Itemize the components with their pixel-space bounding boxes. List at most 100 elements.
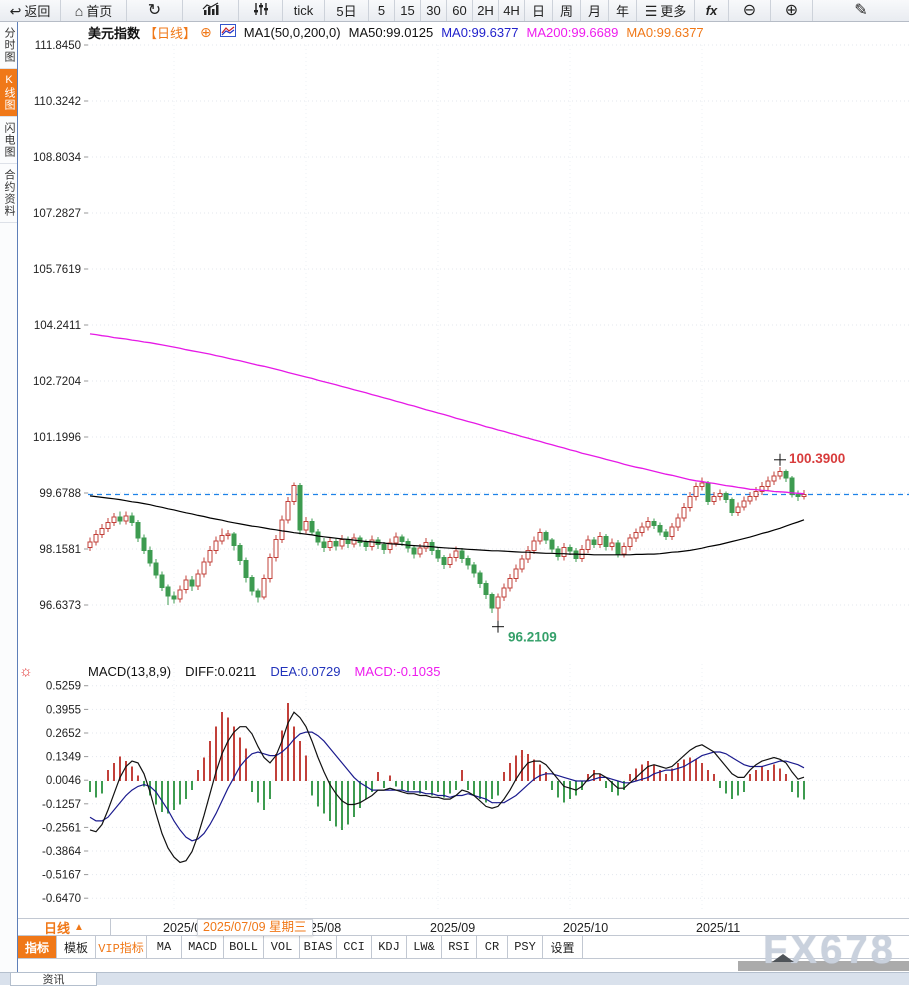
- kline-chart-icon: [202, 2, 220, 19]
- menu-icon: ☰: [644, 2, 658, 19]
- timeframe-week-button[interactable]: 周: [552, 0, 580, 21]
- xaxis-label-sep: 2025/09: [430, 921, 476, 935]
- svg-text:101.1996: 101.1996: [33, 432, 81, 444]
- xaxis-label-oct: 2025/10: [563, 921, 609, 935]
- formula-icon: fx: [705, 3, 718, 18]
- svg-text:0.3955: 0.3955: [46, 704, 81, 716]
- xaxis-row: 日线 ▲ 2025/07 2025/08 2025/09 2025/10 202…: [18, 918, 909, 936]
- timeframe-day-button[interactable]: 日: [524, 0, 552, 21]
- main-price-chart[interactable]: 111.8450 110.3242 108.8034 107.2827 105.7619…: [18, 40, 909, 662]
- svg-text:99.6788: 99.6788: [39, 488, 81, 500]
- svg-text:102.7204: 102.7204: [33, 376, 82, 388]
- indicator-sliders-button[interactable]: [238, 0, 282, 21]
- period-up-triangle-icon: ▲: [74, 922, 84, 933]
- chart-header: 美元指数 【日线】 ⊕ MA1(50,0,200,0) MA50:99.0125…: [88, 23, 704, 41]
- timeframe-30m-button[interactable]: 30: [420, 0, 446, 21]
- sidebar-item-kline-chart[interactable]: K线图: [0, 69, 17, 117]
- svg-text:105.7619: 105.7619: [33, 264, 81, 276]
- macd-diff-label: DIFF:0.0211: [185, 664, 257, 679]
- svg-text:111.8450: 111.8450: [35, 40, 81, 52]
- timeframe-tick-button[interactable]: tick: [282, 0, 324, 21]
- svg-text:0.2652: 0.2652: [46, 728, 81, 740]
- tab-macd[interactable]: MACD: [182, 936, 224, 958]
- more-button[interactable]: ☰ 更多: [636, 0, 694, 21]
- zoom-in-button[interactable]: ⊕: [770, 0, 812, 21]
- svg-text:0.0046: 0.0046: [46, 775, 81, 787]
- svg-text:108.8034: 108.8034: [33, 152, 82, 164]
- tab-cci[interactable]: CCI: [337, 936, 372, 958]
- macd-hist-label: MACD:-0.1035: [354, 664, 441, 679]
- svg-text:110.3242: 110.3242: [34, 96, 81, 108]
- tab-rsi[interactable]: RSI: [442, 936, 477, 958]
- svg-text:-0.1257: -0.1257: [42, 799, 81, 811]
- draw-pencil-icon: ✎: [854, 1, 868, 19]
- tab-vip-indicators[interactable]: VIP指标: [96, 936, 147, 958]
- ma200-value-label: MA200:99.6689: [526, 24, 619, 40]
- tab-cr[interactable]: CR: [477, 936, 508, 958]
- timeframe-month-button[interactable]: 月: [580, 0, 608, 21]
- timeframe-5d-button[interactable]: 5日: [324, 0, 368, 21]
- home-icon: ⌂: [74, 2, 84, 19]
- refresh-icon: ↻: [147, 1, 162, 19]
- svg-text:98.1581: 98.1581: [39, 544, 81, 556]
- timeframe-2h-button[interactable]: 2H: [472, 0, 498, 21]
- timeframe-60m-button[interactable]: 60: [446, 0, 472, 21]
- period-selector[interactable]: 日线 ▲: [18, 919, 111, 936]
- chart-type-button[interactable]: [182, 0, 238, 21]
- zoom-out-icon: ⊖: [742, 1, 757, 19]
- scrollbar-arrow: [772, 954, 794, 962]
- ma0-blue-value-label: MA0:99.6377: [441, 24, 519, 40]
- sidebar-item-contract-info[interactable]: 合约资料: [0, 164, 17, 223]
- tab-psy[interactable]: PSY: [508, 936, 543, 958]
- tab-settings[interactable]: 设置: [543, 936, 583, 958]
- mini-chart-icon[interactable]: [219, 24, 236, 40]
- draw-button[interactable]: ✎: [812, 0, 909, 21]
- svg-text:0.1349: 0.1349: [46, 752, 81, 764]
- tab-kdj[interactable]: KDJ: [372, 936, 407, 958]
- left-sidebar: 分时图 K线图 闪电图 合约资料: [0, 22, 18, 972]
- tab-indicators[interactable]: 指标: [18, 936, 57, 958]
- horizontal-scrollbar[interactable]: [738, 961, 909, 971]
- timeframe-4h-button[interactable]: 4H: [498, 0, 524, 21]
- refresh-button[interactable]: ↻: [126, 0, 182, 21]
- tab-lw[interactable]: LW&: [407, 936, 442, 958]
- timeframe-5m-button[interactable]: 5: [368, 0, 394, 21]
- xaxis-label-jul: 2025/07: [163, 921, 209, 935]
- svg-text:104.2411: 104.2411: [34, 320, 81, 332]
- add-compare-icon[interactable]: ⊕: [200, 23, 212, 40]
- svg-text:100.3900: 100.3900: [789, 451, 845, 466]
- tab-vol[interactable]: VOL: [264, 936, 300, 958]
- indicator-settings-icon[interactable]: ☼: [19, 663, 33, 680]
- zoom-out-button[interactable]: ⊖: [728, 0, 770, 21]
- macd-title-label: MACD(13,8,9): [88, 664, 172, 679]
- zoom-in-icon: ⊕: [784, 1, 799, 19]
- ma-params-label: MA1(50,0,200,0): [243, 24, 341, 40]
- back-arrow-icon: ↩: [9, 2, 22, 19]
- timeframe-year-button[interactable]: 年: [608, 0, 636, 21]
- xaxis-label-nov: 2025/11: [696, 921, 741, 935]
- symbol-name: 美元指数: [88, 25, 141, 41]
- news-tab[interactable]: 资讯: [10, 973, 97, 986]
- sidebar-item-lightning-chart[interactable]: 闪电图: [0, 117, 17, 164]
- svg-text:96.6373: 96.6373: [39, 600, 81, 612]
- bottom-status-bar: 资讯: [0, 972, 909, 986]
- volume-sliders-icon: [253, 2, 269, 19]
- back-button[interactable]: ↩ 返回: [9, 2, 51, 20]
- svg-text:0.5259: 0.5259: [46, 681, 81, 693]
- macd-header: MACD(13,8,9) DIFF:0.0211 DEA:0.0729 MACD…: [88, 664, 440, 679]
- ma0-orange-value-label: MA0:99.6377: [626, 24, 704, 40]
- sidebar-item-timeshare-chart[interactable]: 分时图: [0, 22, 17, 69]
- formula-button[interactable]: fx: [694, 0, 728, 21]
- ma50-value-label: MA50:99.0125: [348, 24, 434, 40]
- indicator-tab-bar: 指标 模板 VIP指标 MA MACD BOLL VOL BIAS CCI KD…: [18, 936, 909, 959]
- top-toolbar: ↩ 返回 ⌂ 首页 ↻ tick 5日 5 15 30 60 2H 4H 日 周…: [0, 0, 909, 22]
- tab-boll[interactable]: BOLL: [224, 936, 264, 958]
- period-badge: 【日线】: [144, 25, 197, 41]
- home-button[interactable]: ⌂ 首页: [60, 0, 126, 21]
- tab-bias[interactable]: BIAS: [300, 936, 337, 958]
- macd-indicator-chart[interactable]: 0.5259 0.3955 0.2652 0.1349 0.0046 -0.1257 -0.…: [18, 662, 909, 918]
- macd-dea-label: DEA:0.0729: [270, 664, 341, 679]
- timeframe-15m-button[interactable]: 15: [394, 0, 420, 21]
- tab-templates[interactable]: 模板: [57, 936, 96, 958]
- tab-ma[interactable]: MA: [147, 936, 182, 958]
